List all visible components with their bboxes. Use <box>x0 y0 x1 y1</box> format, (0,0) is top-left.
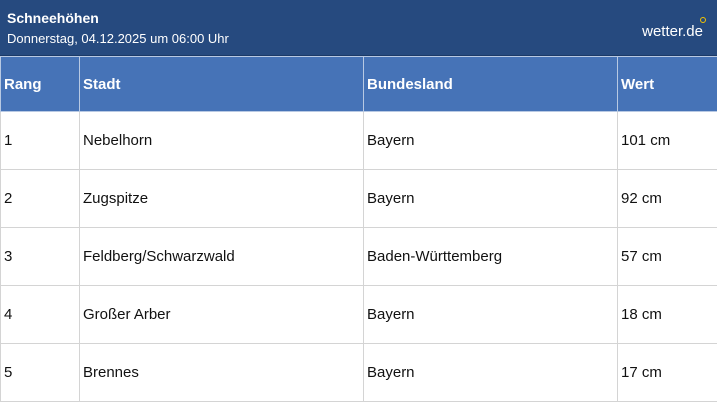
table-row: 4 Großer Arber Bayern 18 cm <box>0 285 717 344</box>
table-row: 5 Brennes Bayern 17 cm <box>0 343 717 402</box>
cell-state: Baden-Württemberg <box>363 227 618 286</box>
table-row: 1 Nebelhorn Bayern 101 cm <box>0 111 717 170</box>
cell-value: 18 cm <box>617 285 717 344</box>
cell-rank: 4 <box>0 285 80 344</box>
page-title: Schneehöhen <box>7 10 99 26</box>
column-header-bundesland: Bundesland <box>363 56 618 112</box>
date-subtitle: Donnerstag, 04.12.2025 um 06:00 Uhr <box>7 31 229 46</box>
cell-value: 101 cm <box>617 111 717 170</box>
table-row: 2 Zugspitze Bayern 92 cm <box>0 169 717 228</box>
cell-rank: 5 <box>0 343 80 402</box>
cell-city: Zugspitze <box>79 169 364 228</box>
cell-value: 17 cm <box>617 343 717 402</box>
cell-state: Bayern <box>363 169 618 228</box>
column-header-stadt: Stadt <box>79 56 364 112</box>
column-header-wert: Wert <box>617 56 717 112</box>
cell-city: Feldberg/Schwarzwald <box>79 227 364 286</box>
cell-state: Bayern <box>363 343 618 402</box>
cell-rank: 3 <box>0 227 80 286</box>
cell-rank: 2 <box>0 169 80 228</box>
table-row: 3 Feldberg/Schwarzwald Baden-Württemberg 57… <box>0 227 717 286</box>
cell-rank: 1 <box>0 111 80 170</box>
cell-state: Bayern <box>363 285 618 344</box>
cell-city: Brennes <box>79 343 364 402</box>
cell-value: 92 cm <box>617 169 717 228</box>
cell-state: Bayern <box>363 111 618 170</box>
cell-city: Nebelhorn <box>79 111 364 170</box>
snow-depth-table: Rang Stadt Bundesland Wert 1 Nebelhorn Bay… <box>0 56 717 402</box>
cell-city: Großer Arber <box>79 285 364 344</box>
header-bar: Schneehöhen Donnerstag, 04.12.2025 um 06… <box>0 0 717 56</box>
cell-value: 57 cm <box>617 227 717 286</box>
wetter-logo: wetter.de <box>642 23 703 40</box>
table-header-row: Rang Stadt Bundesland Wert <box>0 56 717 112</box>
column-header-rang: Rang <box>0 56 80 112</box>
logo-dot-icon <box>700 17 706 23</box>
